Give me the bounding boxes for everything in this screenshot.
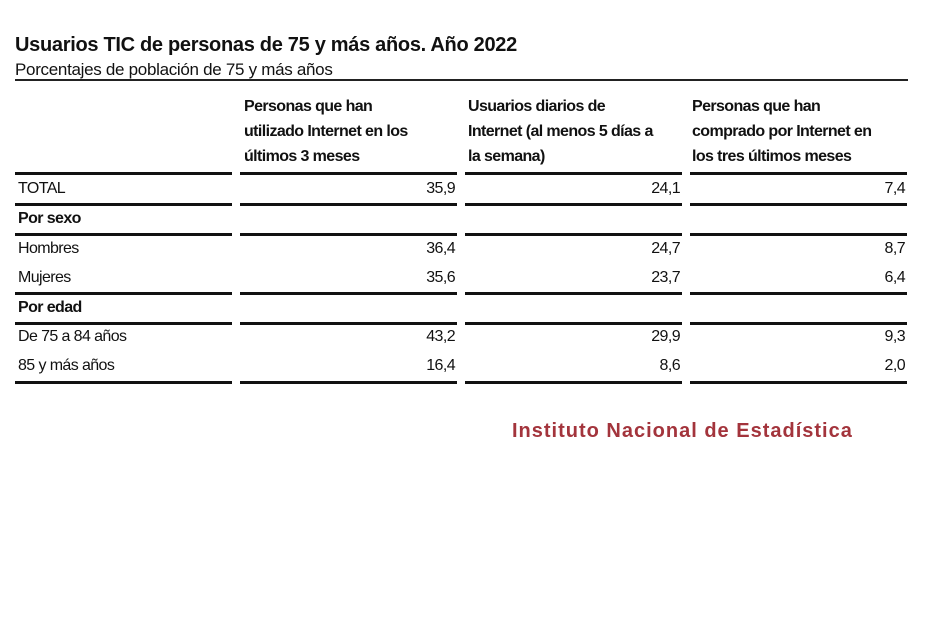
value-cell: 29,9 xyxy=(651,328,680,345)
section-label: Por edad xyxy=(18,299,82,316)
row-label: Mujeres xyxy=(18,269,71,286)
section-label: Por sexo xyxy=(18,210,81,227)
value-cell: 24,1 xyxy=(651,180,680,197)
table-title: Usuarios TIC de personas de 75 y más año… xyxy=(15,34,517,56)
table-rule xyxy=(465,203,682,206)
table-rule xyxy=(15,322,232,325)
header-line: Personas que han xyxy=(244,98,373,115)
value-cell: 35,9 xyxy=(426,180,455,197)
row-label: TOTAL xyxy=(18,180,66,197)
table-rule xyxy=(15,381,232,384)
table-rule xyxy=(15,233,232,236)
table-rule xyxy=(240,233,457,236)
table-rule xyxy=(465,292,682,295)
value-cell: 9,3 xyxy=(884,328,906,345)
table-rule xyxy=(15,203,232,206)
header-line: los tres últimos meses xyxy=(692,148,852,165)
table-rule xyxy=(465,322,682,325)
column-header-usuarios-diarios: Usuarios diarios de Internet (al menos 5… xyxy=(468,94,690,169)
header-line: Usuarios diarios de xyxy=(468,98,606,115)
title-rule xyxy=(15,79,908,81)
table-rule xyxy=(240,203,457,206)
column-header-compras-internet: Personas que han comprado por Internet e… xyxy=(692,94,914,169)
table-rule xyxy=(690,322,907,325)
header-line: comprado por Internet en xyxy=(692,123,872,140)
value-cell: 35,6 xyxy=(426,269,455,286)
table-rule xyxy=(690,203,907,206)
table-rule xyxy=(240,292,457,295)
value-cell: 2,0 xyxy=(884,357,906,374)
header-line: últimos 3 meses xyxy=(244,148,360,165)
ine-logo-text: Instituto Nacional de Estadística xyxy=(512,420,853,442)
header-line: la semana) xyxy=(468,148,545,165)
row-label: De 75 a 84 años xyxy=(18,328,127,345)
row-label: 85 y más años xyxy=(18,357,115,374)
table-rule xyxy=(15,172,232,175)
value-cell: 23,7 xyxy=(651,269,680,286)
value-cell: 6,4 xyxy=(884,269,906,286)
table-rule xyxy=(465,172,682,175)
table-rule xyxy=(690,381,907,384)
table-rule xyxy=(690,233,907,236)
header-line: utilizado Internet en los xyxy=(244,123,408,140)
table-rule xyxy=(465,233,682,236)
table-rule xyxy=(15,292,232,295)
table-rule xyxy=(690,172,907,175)
table-rule xyxy=(240,322,457,325)
table-rule xyxy=(465,381,682,384)
value-cell: 7,4 xyxy=(884,180,906,197)
table-subtitle: Porcentajes de población de 75 y más año… xyxy=(15,60,333,79)
value-cell: 36,4 xyxy=(426,240,455,257)
table-rule xyxy=(240,172,457,175)
column-header-internet-3-meses: Personas que han utilizado Internet en l… xyxy=(244,94,466,169)
table-rule xyxy=(240,381,457,384)
value-cell: 43,2 xyxy=(426,328,455,345)
table-rule xyxy=(690,292,907,295)
value-cell: 24,7 xyxy=(651,240,680,257)
value-cell: 8,6 xyxy=(659,357,681,374)
header-line: Personas que han xyxy=(692,98,821,115)
value-cell: 16,4 xyxy=(426,357,455,374)
row-label: Hombres xyxy=(18,240,79,257)
header-line: Internet (al menos 5 días a xyxy=(468,123,653,140)
value-cell: 8,7 xyxy=(884,240,906,257)
